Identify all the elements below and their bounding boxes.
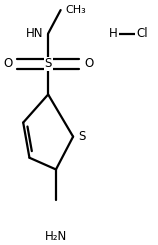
- Text: S: S: [44, 58, 52, 71]
- Text: Cl: Cl: [136, 27, 148, 40]
- Text: CH₃: CH₃: [65, 5, 86, 15]
- Text: S: S: [78, 130, 85, 143]
- Text: O: O: [3, 58, 12, 71]
- Text: H: H: [109, 27, 118, 40]
- Text: O: O: [84, 58, 93, 71]
- Text: H₂N: H₂N: [45, 230, 67, 243]
- Text: HN: HN: [26, 27, 43, 40]
